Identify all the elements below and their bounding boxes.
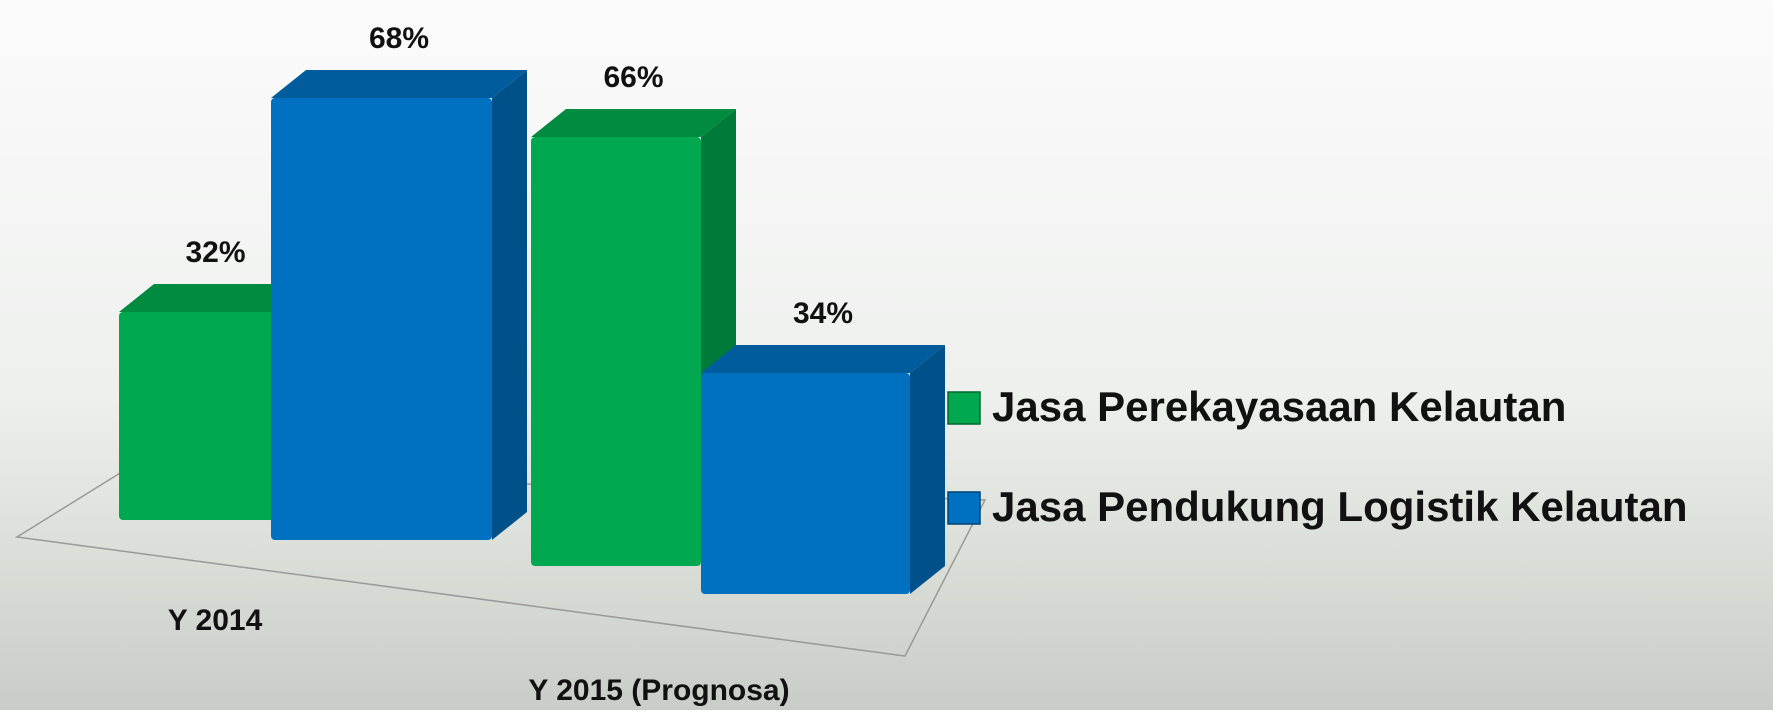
value-label: 66%	[603, 61, 663, 94]
category-label: Y 2015 (Prognosa)	[528, 674, 789, 707]
value-label: 68%	[369, 22, 429, 55]
bar	[119, 312, 277, 520]
bar-side	[910, 345, 945, 594]
value-label: 34%	[793, 297, 853, 330]
legend-swatch	[948, 392, 980, 424]
chart: 32% 68% Y 2014 66% 34% Y 2015 (Prognosa) Jasa …	[0, 0, 1773, 710]
legend-label: Jasa Perekayasaan Kelautan	[992, 383, 1566, 430]
bar	[701, 373, 910, 594]
bar-side	[492, 70, 527, 540]
bar	[271, 98, 492, 540]
bar	[531, 137, 701, 566]
bar-top	[531, 109, 736, 137]
category-label: Y 2014	[168, 604, 263, 637]
bar-top	[271, 70, 527, 98]
legend-label: Jasa Pendukung Logistik Kelautan	[992, 483, 1687, 530]
legend-swatch	[948, 492, 980, 524]
bar-top	[701, 345, 945, 373]
value-label: 32%	[185, 236, 245, 269]
